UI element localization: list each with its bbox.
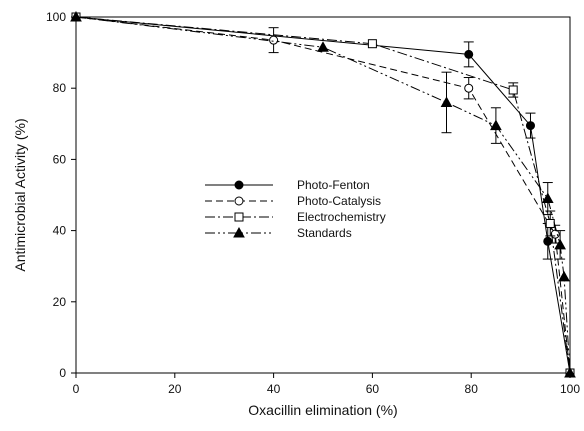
legend-marker bbox=[234, 212, 244, 222]
legend-marker bbox=[233, 226, 245, 238]
plot-frame bbox=[75, 16, 571, 374]
data-point bbox=[554, 238, 566, 250]
x-tick-label: 40 bbox=[267, 382, 281, 396]
series-line bbox=[75, 16, 571, 374]
data-point bbox=[464, 49, 474, 59]
y-tick-label: 60 bbox=[53, 152, 67, 166]
x-tick-label: 0 bbox=[73, 382, 80, 396]
legend-label: Standards bbox=[297, 226, 352, 240]
x-tick-label: 100 bbox=[560, 382, 580, 396]
legend-item: Photo-Fenton bbox=[205, 178, 370, 192]
data-point bbox=[543, 236, 553, 246]
data-point bbox=[541, 192, 554, 204]
data-point bbox=[558, 270, 570, 282]
y-axis-label: Antimicrobial Activity (%) bbox=[12, 118, 28, 271]
data-point bbox=[508, 85, 518, 95]
data-point bbox=[70, 10, 82, 22]
x-tick-label: 20 bbox=[168, 382, 182, 396]
y-axis-ticks: 0 20 40 60 80 100 bbox=[46, 10, 76, 380]
x-axis-label: Oxacillin elimination (%) bbox=[248, 402, 397, 418]
x-tick-label: 60 bbox=[366, 382, 380, 396]
legend-label: Photo-Catalysis bbox=[297, 194, 381, 208]
data-point bbox=[440, 96, 453, 107]
data-point bbox=[490, 119, 502, 131]
y-tick-label: 20 bbox=[53, 295, 67, 309]
legend-item: Electrochemistry bbox=[205, 210, 386, 224]
legend-marker bbox=[234, 180, 244, 190]
legend-marker bbox=[234, 196, 244, 206]
data-point bbox=[525, 121, 535, 131]
legend-label: Photo-Fenton bbox=[297, 178, 370, 192]
data-point bbox=[545, 218, 555, 228]
legend-item: Photo-Catalysis bbox=[205, 194, 381, 208]
y-tick-label: 80 bbox=[53, 81, 67, 95]
legend: Photo-Fenton Photo-Catalysis Electrochemis… bbox=[205, 178, 386, 240]
data-point bbox=[464, 83, 474, 93]
data-point bbox=[564, 366, 576, 378]
y-tick-label: 100 bbox=[46, 10, 66, 24]
data-point bbox=[269, 35, 279, 45]
legend-item: Standards bbox=[205, 226, 352, 240]
data-point bbox=[317, 41, 329, 52]
series-standards bbox=[70, 10, 576, 378]
x-tick-label: 80 bbox=[465, 382, 479, 396]
y-tick-label: 40 bbox=[53, 224, 67, 238]
legend-label: Electrochemistry bbox=[297, 210, 386, 224]
x-axis-ticks: 0 20 40 60 80 100 bbox=[73, 373, 580, 396]
y-tick-label: 0 bbox=[59, 366, 66, 380]
data-point bbox=[367, 39, 377, 49]
series-layer bbox=[70, 10, 576, 378]
